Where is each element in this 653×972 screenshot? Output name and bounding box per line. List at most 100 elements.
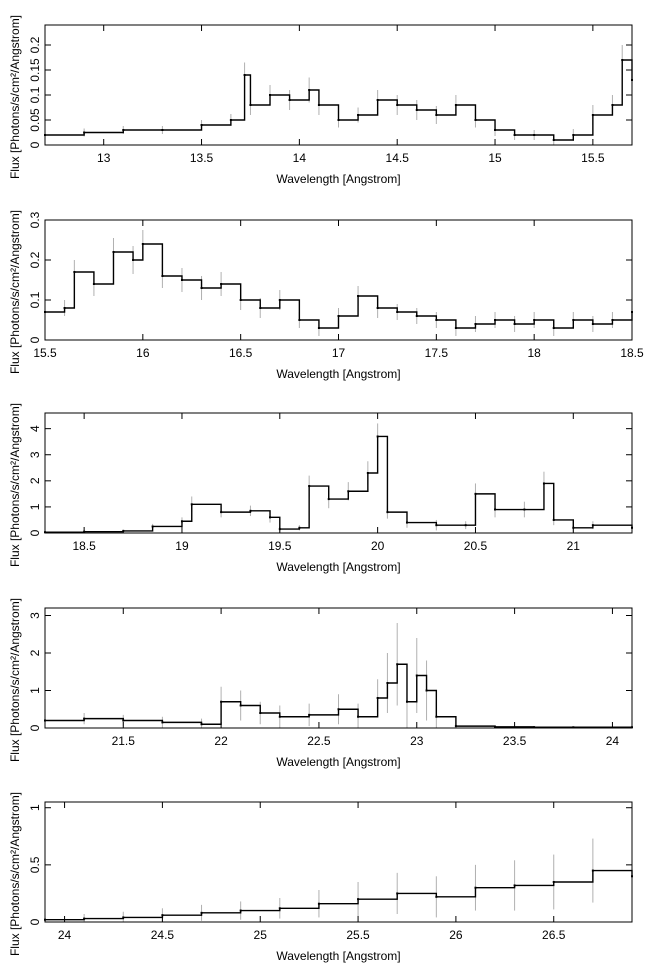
data-point <box>513 134 516 136</box>
data-point <box>220 700 223 703</box>
y-tick-label: 0.15 <box>28 58 42 82</box>
data-point <box>494 725 497 728</box>
y-tick-label: 0.05 <box>28 108 42 132</box>
y-tick-label: 0.5 <box>28 856 42 873</box>
x-axis-title: Wavelength [Angstrom] <box>276 949 400 963</box>
data-point <box>611 104 614 106</box>
data-point <box>161 721 164 724</box>
plot-frame <box>44 412 633 534</box>
data-point <box>552 327 555 329</box>
data-point <box>523 508 526 511</box>
y-tick-label: 1 <box>28 503 42 510</box>
x-axis-title: Wavelength [Angstrom] <box>276 755 400 769</box>
data-point <box>278 715 281 718</box>
data-point <box>454 104 457 106</box>
data-point <box>552 518 555 521</box>
y-tick-label: 2 <box>28 649 42 656</box>
data-point <box>376 99 379 101</box>
data-point <box>572 319 575 321</box>
data-point <box>112 251 115 253</box>
data-point <box>513 323 516 325</box>
x-tick-label: 25.5 <box>346 928 370 942</box>
data-point <box>357 295 360 297</box>
data-point <box>415 315 418 317</box>
data-point <box>308 89 311 91</box>
data-point <box>376 307 379 309</box>
y-axis-title: Flux [Photons/s/cm²/Angstrom] <box>8 403 22 567</box>
y-tick-label: 0 <box>28 724 42 731</box>
data-point <box>317 104 320 106</box>
data-point <box>308 713 311 716</box>
data-point <box>591 869 594 872</box>
data-point <box>249 509 252 512</box>
data-point <box>621 59 624 61</box>
y-tick-label: 4 <box>28 425 42 432</box>
x-tick-label: 13.5 <box>190 151 214 165</box>
data-point <box>533 726 536 729</box>
data-point <box>572 134 575 136</box>
x-tick-label: 16 <box>136 346 150 360</box>
data-point <box>386 511 389 514</box>
data-point <box>200 911 203 914</box>
x-tick-label: 15.5 <box>581 151 605 165</box>
data-point <box>396 311 399 313</box>
x-tick-label: 22 <box>214 734 228 748</box>
y-tick-label: 0.2 <box>28 36 42 53</box>
data-point <box>200 723 203 726</box>
chart-panel-5: 24 24.5 25 25.5 26 26.5 0 0.5 1 Wavelength [Angst… <box>8 792 633 963</box>
data-point <box>278 299 281 301</box>
data-point <box>269 516 272 519</box>
data-point <box>347 490 350 493</box>
data-point <box>513 884 516 887</box>
y-tick-label: 0.3 <box>28 211 42 228</box>
data-point <box>415 109 418 111</box>
y-tick-label: 0 <box>28 918 42 925</box>
data-point <box>474 492 477 495</box>
x-tick-label: 24 <box>606 734 620 748</box>
x-tick-label: 17 <box>332 346 346 360</box>
x-axis-title: Wavelength [Angstrom] <box>276 367 400 381</box>
data-point <box>327 498 330 501</box>
data-point <box>239 704 242 707</box>
data-point <box>63 307 66 309</box>
data-point <box>161 129 164 131</box>
plot-frame <box>44 801 633 923</box>
data-point <box>337 119 340 121</box>
data-point <box>317 327 320 329</box>
data-point <box>239 299 242 301</box>
data-point <box>259 307 262 309</box>
data-point <box>494 319 497 321</box>
data-point <box>552 139 555 141</box>
data-point <box>298 319 301 321</box>
x-tick-label: 13 <box>97 151 111 165</box>
data-point <box>591 323 594 325</box>
data-point <box>591 524 594 527</box>
data-point <box>132 259 135 261</box>
data-point <box>366 472 369 474</box>
data-point <box>92 283 95 285</box>
data-point <box>376 697 379 699</box>
x-tick-label: 16.5 <box>229 346 253 360</box>
x-tick-label: 21.5 <box>112 734 136 748</box>
y-tick-label: 2 <box>28 477 42 484</box>
spectrum-line <box>45 869 633 921</box>
data-point <box>425 689 428 692</box>
x-tick-label: 23.5 <box>503 734 527 748</box>
data-point <box>83 131 86 134</box>
data-point <box>298 526 301 529</box>
x-tick-label: 21 <box>567 539 581 553</box>
y-tick-label: 0 <box>28 336 42 343</box>
data-point <box>474 323 477 325</box>
y-tick-label: 1 <box>28 687 42 694</box>
data-point <box>386 682 389 684</box>
data-point <box>180 279 183 281</box>
data-point <box>151 525 154 528</box>
data-point <box>200 287 203 289</box>
data-point <box>122 129 125 131</box>
data-point <box>357 114 360 116</box>
x-tick-label: 20.5 <box>464 539 488 553</box>
x-tick-label: 14.5 <box>386 151 410 165</box>
data-point <box>200 124 203 126</box>
data-point <box>376 435 379 438</box>
